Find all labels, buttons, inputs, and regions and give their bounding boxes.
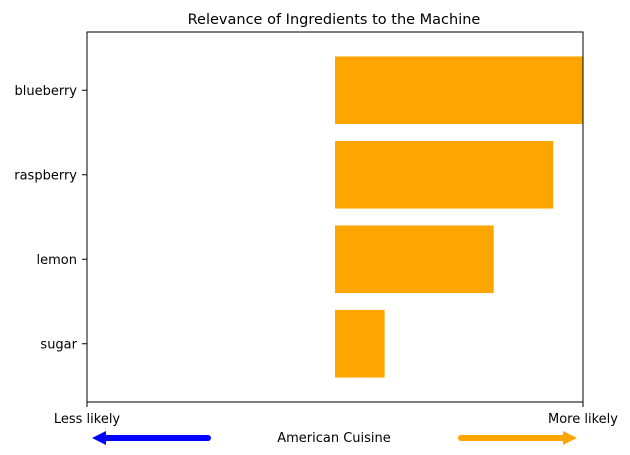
y-tick-label-blueberry: blueberry (14, 84, 77, 99)
x-axis-label: American Cuisine (277, 431, 391, 446)
y-tick-label-lemon: lemon (37, 253, 77, 268)
plot-frame (86, 31, 584, 403)
y-tick-label-raspberry: raspberry (14, 168, 77, 183)
bar-blueberry (335, 56, 583, 125)
bar-lemon (335, 225, 494, 294)
y-tick-labels: blueberry raspberry lemon sugar (14, 84, 87, 352)
bar-group (335, 56, 583, 378)
bar-sugar (335, 309, 385, 378)
x-tick-label-more-likely: More likely (548, 412, 618, 427)
left-arrow-icon (92, 431, 211, 445)
right-arrow-icon (458, 431, 577, 445)
x-tick-label-less-likely: Less likely (54, 412, 121, 427)
y-tick-label-sugar: sugar (40, 337, 77, 352)
chart-title: Relevance of Ingredients to the Machine (188, 12, 481, 28)
bar-raspberry (335, 140, 554, 209)
